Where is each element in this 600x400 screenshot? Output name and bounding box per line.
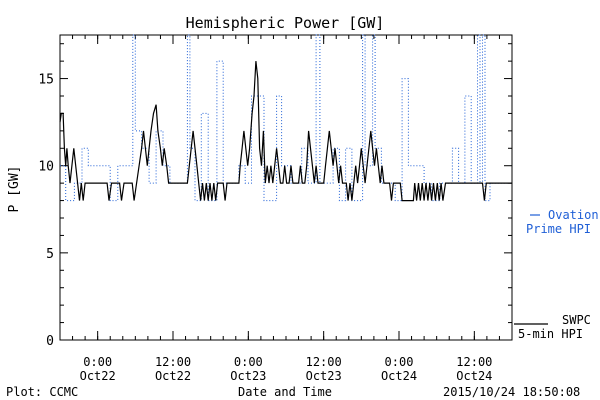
- plot-credit: Plot: CCMC: [6, 385, 78, 399]
- x-tick-day-label: Oct24: [456, 369, 492, 383]
- x-tick-time-label: 0:00: [234, 355, 263, 369]
- legend-label-swpc-1: SWPC: [562, 313, 591, 327]
- y-tick-label: 0: [46, 334, 54, 349]
- x-tick-time-label: 12:00: [155, 355, 191, 369]
- legend-label-swpc-2: 5-min HPI: [518, 327, 583, 341]
- x-tick-day-label: Oct24: [381, 369, 417, 383]
- legend-label-ovation-2: Prime HPI: [526, 222, 591, 236]
- x-tick-time-label: 0:00: [385, 355, 414, 369]
- x-tick-day-label: Oct22: [80, 369, 116, 383]
- x-tick-time-label: 12:00: [456, 355, 492, 369]
- chart-title: Hemispheric Power [GW]: [186, 14, 385, 32]
- y-tick-label: 5: [46, 247, 54, 262]
- legend-label-ovation-1: Ovation: [548, 208, 599, 222]
- plot-frame: [59, 34, 513, 341]
- y-tick-label: 15: [38, 73, 54, 88]
- x-tick-time-label: 12:00: [306, 355, 342, 369]
- x-tick-day-label: Oct23: [230, 369, 266, 383]
- x-tick-time-label: 0:00: [83, 355, 112, 369]
- y-axis-label: P [GW]: [7, 166, 22, 213]
- x-tick-day-label: Oct22: [155, 369, 191, 383]
- chart-marks: 0510150:00Oct2212:00Oct220:00Oct2312:00O…: [38, 34, 599, 383]
- y-tick-label: 10: [38, 160, 54, 175]
- plot-timestamp: 2015/10/24 18:50:08: [443, 385, 580, 399]
- x-axis-label: Date and Time: [238, 385, 332, 399]
- series-line-swpc: [59, 61, 512, 202]
- x-tick-day-label: Oct23: [306, 369, 342, 383]
